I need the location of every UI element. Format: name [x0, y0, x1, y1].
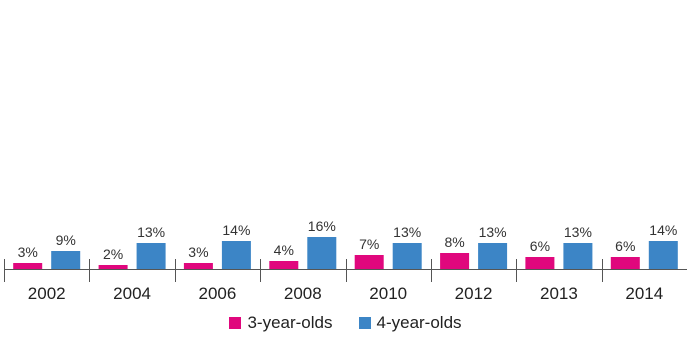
- bar-4-year-olds-2014: [648, 241, 678, 269]
- legend-label-3-year-olds: 3-year-olds: [247, 313, 333, 332]
- bar-3-year-olds-2004: [98, 265, 128, 269]
- legend: 3-year-olds 4-year-olds: [0, 313, 691, 333]
- legend-label-4-year-olds: 4-year-olds: [376, 313, 462, 332]
- x-tick-label: 2004: [113, 284, 151, 303]
- data-label: 13%: [393, 224, 421, 240]
- bar-3-year-olds-2013: [525, 257, 555, 269]
- legend-item-4-year-olds: 4-year-olds: [358, 313, 462, 333]
- data-label: 3%: [188, 244, 208, 260]
- data-label: 13%: [564, 224, 592, 240]
- legend-swatch-3-year-olds: [229, 317, 242, 329]
- bar-4-year-olds-2012: [478, 243, 508, 269]
- data-label: 4%: [274, 242, 294, 258]
- bar-3-year-olds-2010: [354, 255, 384, 269]
- bar-3-year-olds-2006: [183, 263, 213, 269]
- bar-4-year-olds-2008: [307, 237, 337, 269]
- data-label: 7%: [359, 236, 379, 252]
- x-tick-label: 2006: [198, 284, 236, 303]
- bar-3-year-olds-2012: [440, 253, 470, 269]
- data-label: 6%: [615, 238, 635, 254]
- x-tick-label: 2013: [540, 284, 578, 303]
- legend-swatch-4-year-olds: [358, 317, 371, 329]
- data-label: 9%: [56, 232, 76, 248]
- x-tick-label: 2012: [455, 284, 493, 303]
- x-tick-label: 2002: [28, 284, 66, 303]
- data-label: 8%: [444, 234, 464, 250]
- x-tick-label: 2010: [369, 284, 407, 303]
- bar-4-year-olds-2013: [563, 243, 593, 269]
- data-label: 6%: [530, 238, 550, 254]
- data-label: 16%: [308, 218, 336, 234]
- bar-3-year-olds-2014: [610, 257, 640, 269]
- data-label: 13%: [479, 224, 507, 240]
- bar-4-year-olds-2010: [392, 243, 422, 269]
- bar-4-year-olds-2004: [136, 243, 166, 269]
- data-label: 14%: [222, 222, 250, 238]
- data-label: 3%: [18, 244, 38, 260]
- bar-3-year-olds-2008: [269, 261, 299, 269]
- legend-item-3-year-olds: 3-year-olds: [229, 313, 333, 333]
- bar-4-year-olds-2002: [51, 251, 81, 269]
- x-tick-label: 2014: [625, 284, 663, 303]
- bar-3-year-olds-2002: [13, 263, 43, 269]
- x-tick-label: 2008: [284, 284, 322, 303]
- bar-4-year-olds-2006: [221, 241, 251, 269]
- data-label: 2%: [103, 246, 123, 262]
- data-label: 14%: [649, 222, 677, 238]
- data-label: 13%: [137, 224, 165, 240]
